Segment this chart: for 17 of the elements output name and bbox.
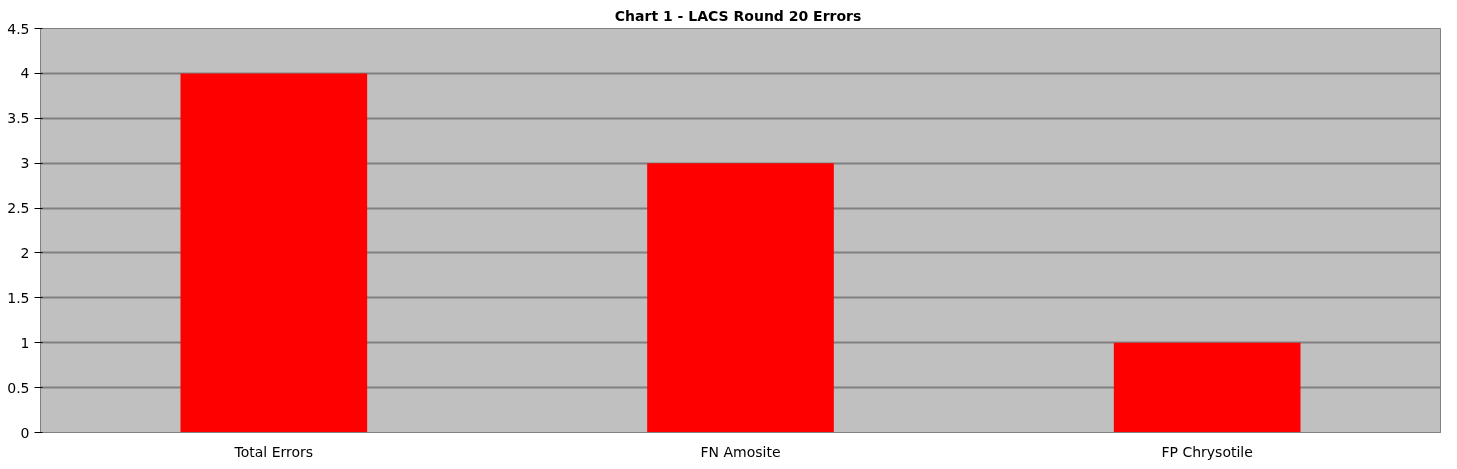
y-tick-label: 2	[20, 244, 30, 261]
y-tick-label: 0.5	[7, 379, 30, 396]
y-tick-label: 2.5	[7, 200, 30, 217]
chart-title: Chart 1 - LACS Round 20 Errors	[614, 7, 862, 24]
y-tick-label: 3	[20, 155, 30, 172]
y-tick-label: 1.5	[7, 289, 30, 306]
y-tick-label: 1	[20, 334, 30, 351]
y-tick-label: 0	[20, 424, 30, 441]
y-tick-label: 4.5	[7, 20, 30, 37]
bar	[647, 163, 834, 433]
y-tick-label: 3.5	[7, 110, 30, 127]
bar	[180, 73, 368, 433]
y-tick-label: 4	[20, 65, 30, 82]
x-tick-label: Total Errors	[233, 443, 314, 460]
x-tick-label: FN Amosite	[700, 443, 781, 460]
bar	[1113, 342, 1301, 433]
x-tick-label: FP Chrysotile	[1161, 443, 1253, 460]
